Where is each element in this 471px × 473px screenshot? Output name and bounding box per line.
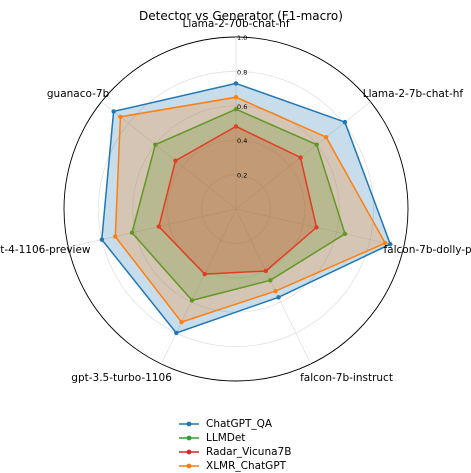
- data-point: [173, 158, 178, 163]
- data-point: [233, 124, 239, 129]
- category-label: gpt-3.5-turbo-1106: [71, 372, 172, 384]
- legend-item: ChatGPT_QA: [178, 417, 291, 431]
- legend-item: XLMR_ChatGPT: [178, 459, 291, 473]
- data-point: [323, 134, 329, 140]
- data-point: [342, 119, 348, 125]
- category-label: falcon-7b-instruct: [300, 372, 393, 384]
- radar-spoke: [101, 101, 237, 210]
- data-point: [268, 278, 273, 283]
- data-point: [113, 234, 118, 239]
- legend-label: XLMR_ChatGPT: [206, 460, 287, 472]
- data-point: [273, 288, 278, 294]
- data-point: [314, 142, 319, 147]
- category-label: guanaco-7b: [47, 88, 110, 100]
- radial-tick-label: 1.0: [237, 34, 247, 42]
- legend-swatch: [179, 421, 199, 427]
- data-point: [174, 330, 179, 336]
- data-point: [189, 298, 195, 303]
- series-fill: [158, 126, 317, 275]
- legend: ChatGPT_QA LLMDet Radar_Vicuna7B XLMR_ChatG…: [178, 417, 291, 473]
- legend-item: LLMDet: [178, 431, 291, 445]
- radar-spoke: [235, 208, 311, 365]
- series-line: [114, 96, 387, 323]
- data-point: [276, 295, 281, 300]
- category-label: Llama-2-7b-chat-hf: [363, 88, 464, 100]
- data-point: [129, 230, 135, 235]
- data-point: [99, 237, 105, 242]
- legend-swatch: [179, 435, 199, 441]
- series-line: [131, 108, 346, 302]
- data-point: [263, 268, 269, 274]
- series-fill: [132, 109, 345, 301]
- series-fill: [115, 97, 386, 323]
- radial-tick-label: 0.4: [237, 137, 247, 145]
- radar-series: [99, 81, 393, 336]
- radial-tick-label: 0.6: [237, 103, 247, 111]
- axis-labels: 0.2 0.4 0.6 0.8 1.0 Llama-2-70b-chat-hf Llama-…: [0, 18, 471, 384]
- legend-swatch: [179, 449, 199, 455]
- data-point: [388, 242, 393, 247]
- data-point: [233, 107, 239, 112]
- data-point: [202, 271, 207, 277]
- radial-tick-label: 0.8: [237, 68, 247, 76]
- data-point: [298, 155, 303, 160]
- radar-spoke: [235, 208, 404, 248]
- data-point: [118, 114, 123, 119]
- legend-label: Radar_Vicuna7B: [206, 446, 292, 458]
- legend-label: LLMDet: [206, 432, 246, 444]
- data-point: [111, 109, 116, 114]
- legend-swatch: [179, 463, 199, 469]
- data-point: [153, 142, 158, 147]
- data-point: [233, 95, 239, 100]
- series-line: [158, 125, 318, 275]
- category-label: Llama-2-70b-chat-hf: [182, 18, 289, 30]
- radar-spoke: [68, 208, 237, 248]
- legend-label: ChatGPT_QA: [206, 418, 273, 430]
- category-label: falcon-7b-dolly-peft-stp-10k: [383, 244, 471, 256]
- radar-spoke: [235, 101, 371, 210]
- legend-item: Radar_Vicuna7B: [178, 445, 291, 459]
- radial-tick-label: 0.2: [237, 172, 247, 180]
- data-point: [342, 231, 348, 237]
- series-line: [101, 82, 392, 334]
- data-point: [383, 240, 388, 246]
- data-point: [179, 319, 184, 325]
- category-label: gpt-4-1106-preview: [0, 244, 91, 256]
- chart-title: Detector vs Generator (F1-macro): [139, 9, 343, 23]
- radar-spoke: [161, 208, 237, 365]
- data-point: [233, 81, 239, 86]
- data-point: [156, 224, 162, 229]
- data-point: [314, 225, 319, 230]
